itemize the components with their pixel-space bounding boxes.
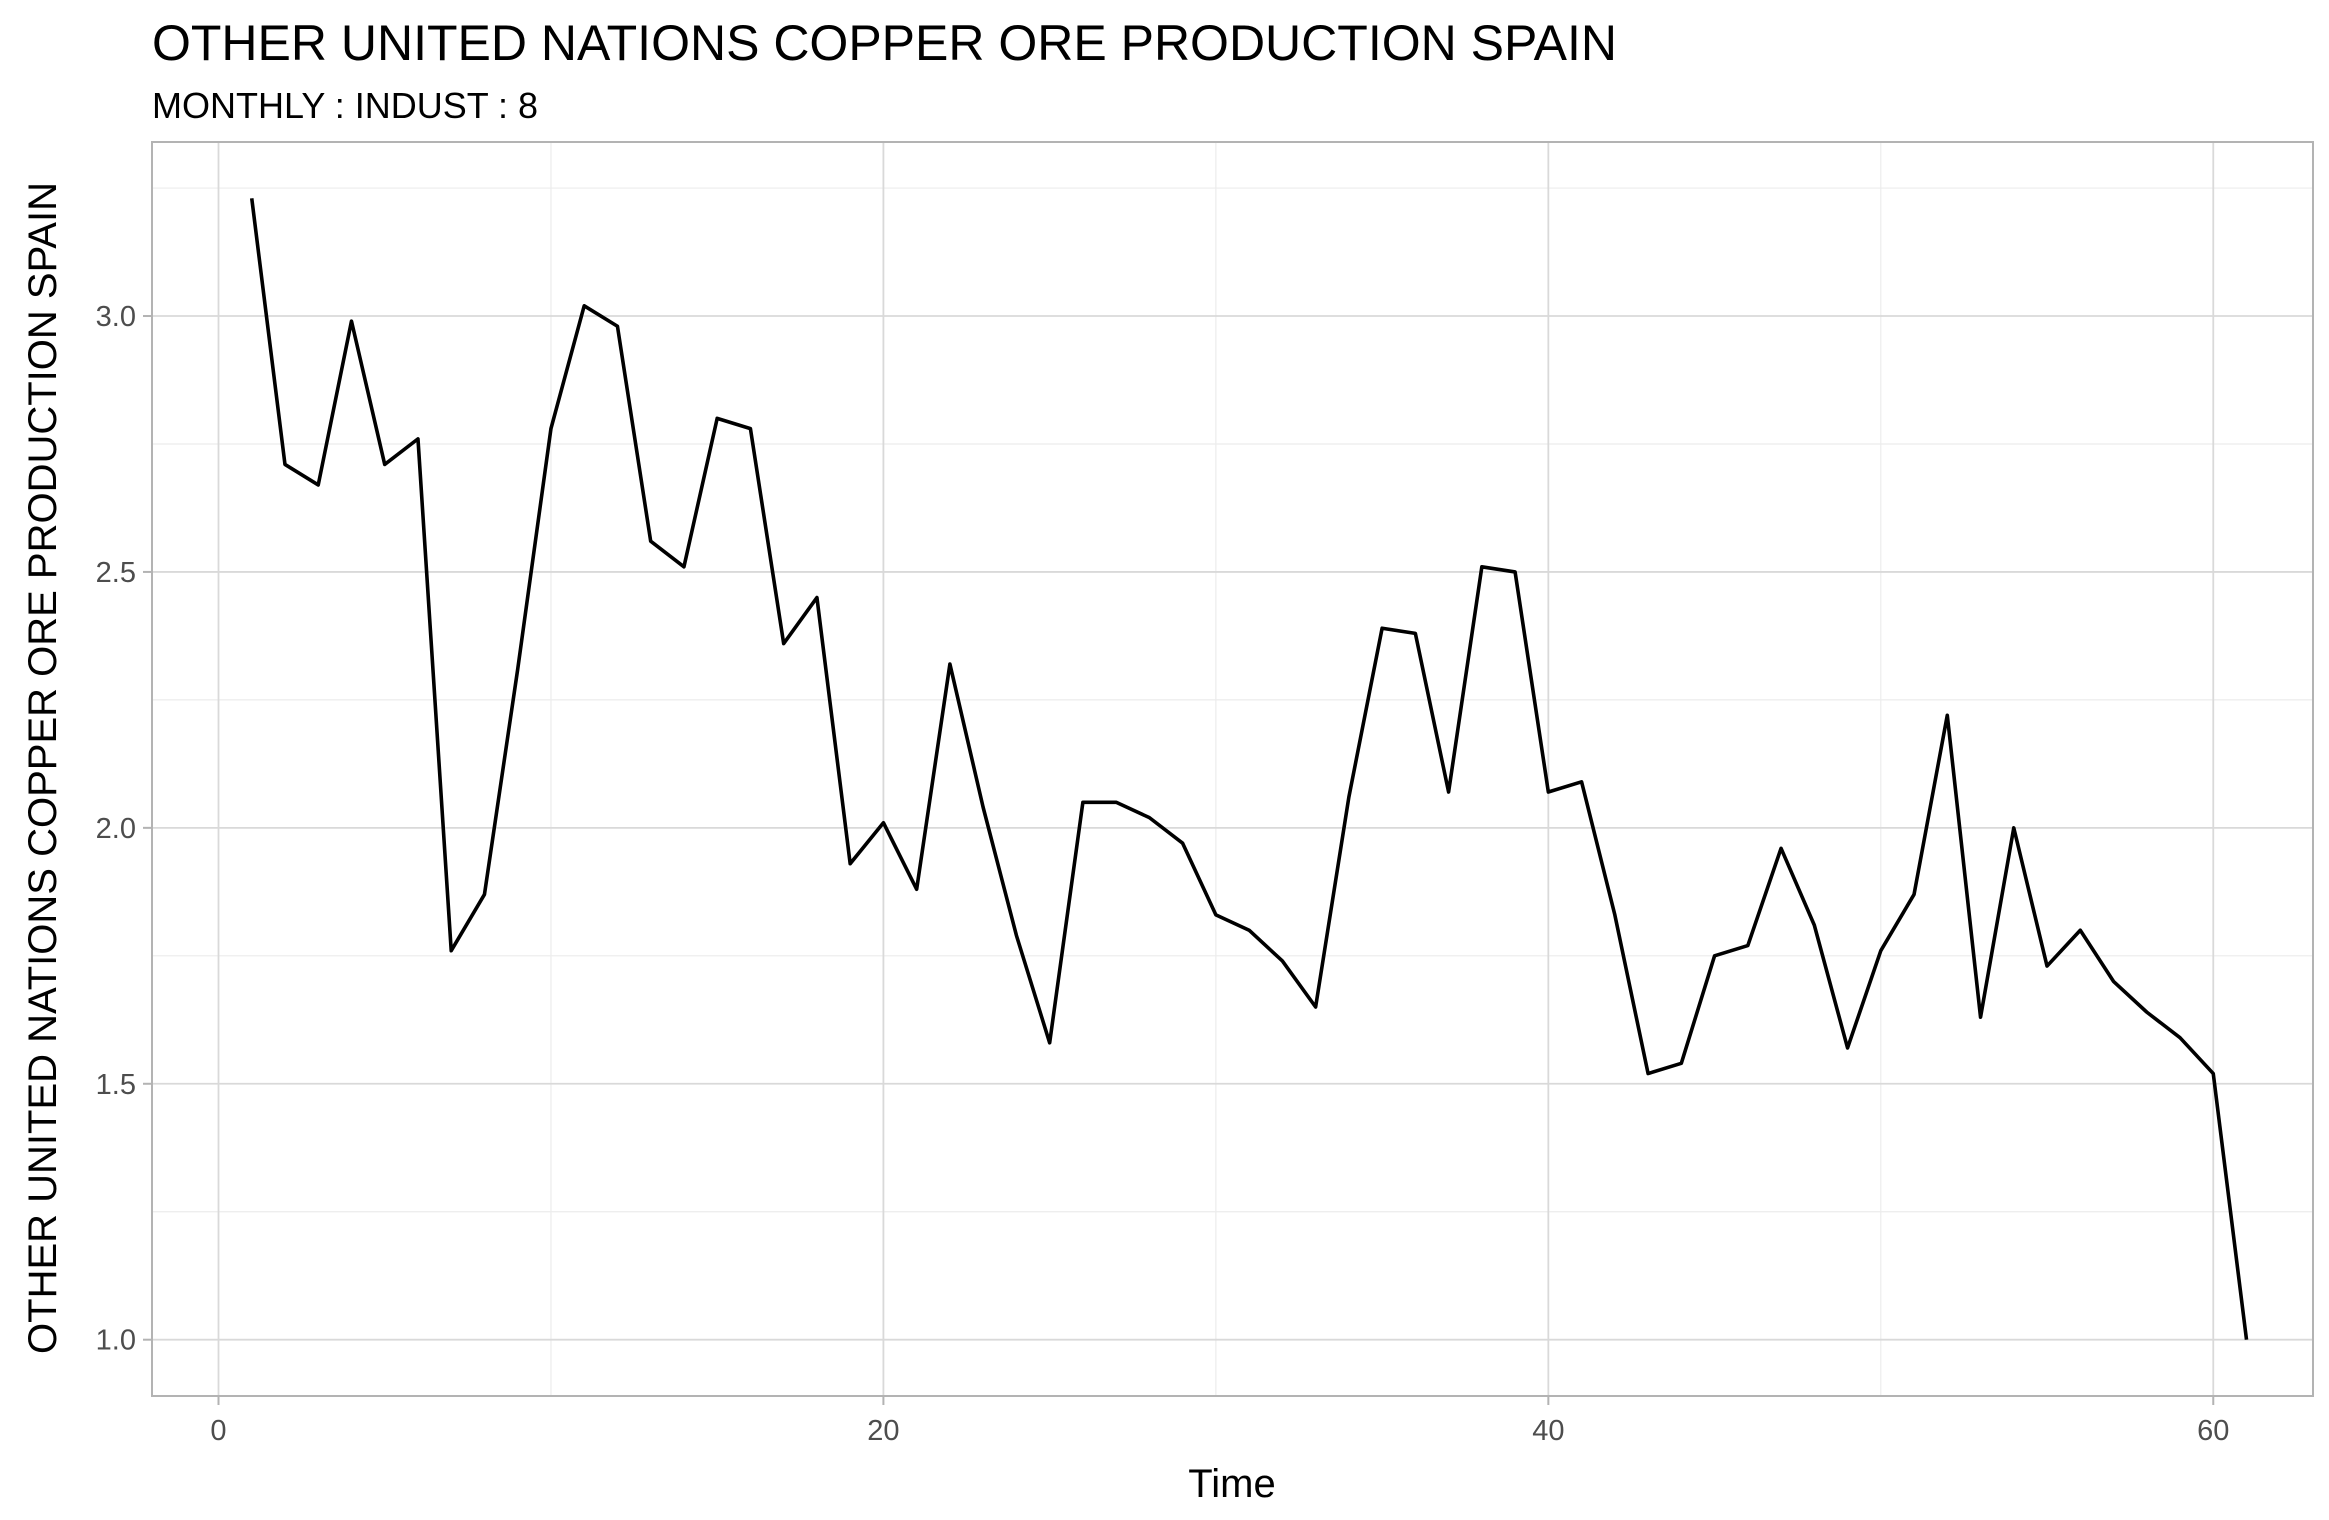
y-axis-title: OTHER UNITED NATIONS COPPER ORE PRODUCTI… xyxy=(21,182,65,1354)
y-tick-label: 1.5 xyxy=(96,1069,136,1101)
y-tick-label: 3.0 xyxy=(96,301,136,333)
series-line xyxy=(249,198,2249,1340)
x-tick-label: 40 xyxy=(1532,1415,1564,1447)
y-tick-label: 2.5 xyxy=(96,557,136,589)
chart-subtitle: MONTHLY : INDUST : 8 xyxy=(152,85,538,126)
plot-panel xyxy=(151,141,2314,1397)
y-axis: 1.0 1.5 2.0 2.5 3.0 xyxy=(96,301,152,1357)
major-gridlines xyxy=(152,142,2313,1396)
x-tick-label: 20 xyxy=(867,1415,899,1447)
y-tick-label: 2.0 xyxy=(96,813,136,845)
x-axis-title: Time xyxy=(1188,1462,1275,1506)
x-axis: 0 20 40 60 xyxy=(210,1396,2229,1447)
x-tick-label: 60 xyxy=(2197,1415,2229,1447)
minor-gridlines xyxy=(152,142,2313,1396)
x-tick-label: 0 xyxy=(210,1415,226,1447)
panel-border xyxy=(151,141,2314,1397)
y-tick-label: 1.0 xyxy=(96,1325,136,1357)
chart-title: OTHER UNITED NATIONS COPPER ORE PRODUCTI… xyxy=(152,15,1617,71)
